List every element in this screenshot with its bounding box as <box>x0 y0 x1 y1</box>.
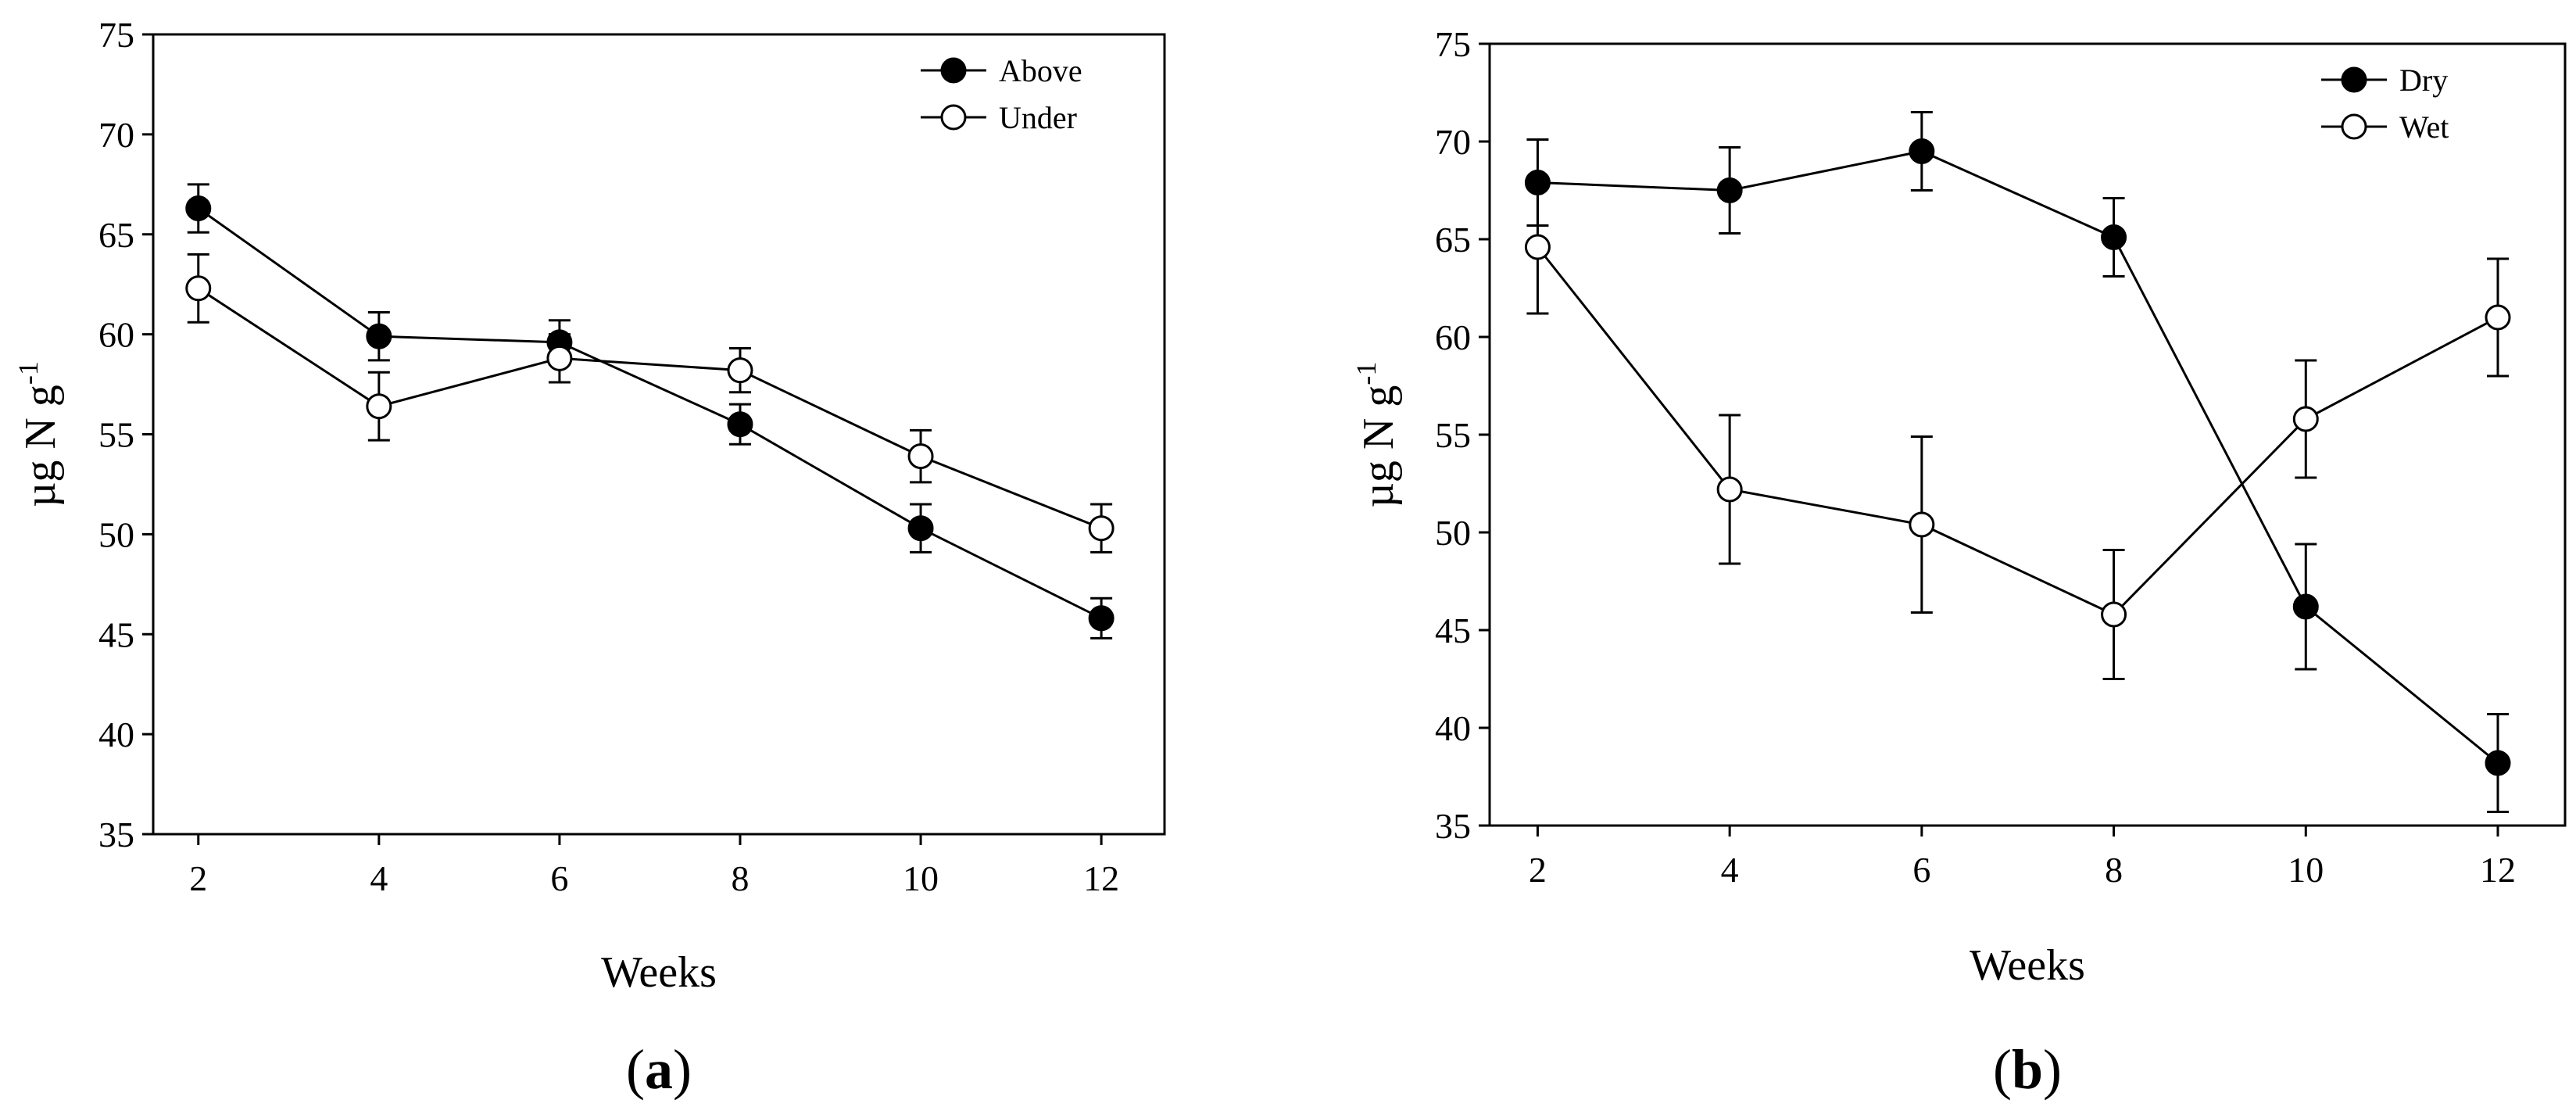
x-axis-label: Weeks <box>1970 941 2085 990</box>
y-axis-label-main: µg N g <box>16 385 65 507</box>
y-tick-label: 55 <box>98 415 134 455</box>
series-line-wet <box>1537 246 2499 616</box>
data-point-above <box>1088 605 1114 632</box>
legend-marker-above <box>940 57 967 84</box>
series-dry <box>1524 111 2511 813</box>
legend-marker-dry <box>2341 66 2367 93</box>
x-tick-label: 10 <box>903 858 939 898</box>
y-tick-label: 70 <box>98 115 134 155</box>
data-point-above <box>727 411 753 438</box>
y-tick-label: 55 <box>1435 415 1471 455</box>
series-above <box>185 183 1114 639</box>
data-point-under <box>1088 515 1114 542</box>
y-tick-label: 75 <box>1435 24 1471 64</box>
legend-marker-wet <box>2341 113 2367 140</box>
y-tick-label: 65 <box>98 215 134 255</box>
data-point-under <box>907 443 934 470</box>
y-tick-label: 75 <box>98 15 134 55</box>
panel-label: (a) <box>626 1038 692 1101</box>
data-point-wet <box>1716 476 1743 503</box>
y-axis-label-superscript: -1 <box>13 361 44 385</box>
panel-label: (b) <box>1993 1038 2062 1101</box>
legend-label: Under <box>999 100 1077 135</box>
y-tick-label: 35 <box>98 815 134 854</box>
data-point-under <box>727 357 753 384</box>
panel-label-letter: a <box>645 1038 673 1101</box>
x-tick-label: 8 <box>731 858 749 898</box>
y-tick-label: 35 <box>1435 806 1471 846</box>
y-tick-label: 40 <box>1435 708 1471 748</box>
data-point-under <box>366 393 392 420</box>
y-tick-label: 45 <box>98 614 134 654</box>
legend-label: Dry <box>2399 63 2448 98</box>
x-tick-label: 6 <box>1912 850 1930 890</box>
series-under <box>185 253 1114 554</box>
y-tick-label: 60 <box>98 315 134 355</box>
plot-frame <box>1488 42 2567 827</box>
data-point-dry <box>2292 593 2319 620</box>
x-tick-label: 6 <box>550 858 568 898</box>
y-tick-label: 40 <box>98 715 134 754</box>
x-tick-label: 8 <box>2105 850 2123 890</box>
y-tick-label: 50 <box>98 514 134 554</box>
data-point-dry <box>1716 177 1743 203</box>
data-point-dry <box>1909 138 1935 164</box>
x-tick-label: 2 <box>1529 850 1547 890</box>
y-axis-label: µg N g-1 <box>1351 362 1403 508</box>
series-line-above <box>197 207 1102 620</box>
y-axis-label: µg N g-1 <box>13 361 65 507</box>
data-point-wet <box>2101 601 2127 628</box>
y-axis-label-superscript: -1 <box>1351 362 1382 385</box>
data-point-wet <box>1909 511 1935 538</box>
data-point-above <box>366 323 392 349</box>
x-tick-label: 4 <box>370 858 388 898</box>
y-tick-label: 50 <box>1435 513 1471 553</box>
x-tick-label: 4 <box>1721 850 1739 890</box>
data-point-wet <box>2485 304 2511 331</box>
legend-label: Above <box>999 53 1082 88</box>
series-line-dry <box>1537 149 2499 765</box>
data-point-above <box>185 195 212 222</box>
data-point-dry <box>2485 750 2511 776</box>
data-point-under <box>546 345 573 371</box>
legend-label: Wet <box>2399 109 2449 145</box>
chart-panel-b: 35 40 45 50 55 60 65 70 75 2 4 6 8 10 12 Weeks µg N g-1 D… <box>1351 24 2567 1101</box>
data-point-wet <box>1524 234 1551 260</box>
x-tick-label: 12 <box>2480 850 2516 890</box>
chart-panel-a: 35 40 45 50 55 60 65 70 75 2 4 6 8 10 12 Weeks µg N g-1 A… <box>13 15 1166 1101</box>
plot-frame <box>152 33 1166 836</box>
y-tick-label: 70 <box>1435 122 1471 162</box>
y-tick-label: 65 <box>1435 220 1471 260</box>
y-tick-label: 60 <box>1435 317 1471 357</box>
panel-label-letter: b <box>2012 1038 2043 1101</box>
data-point-above <box>907 515 934 542</box>
series-line-under <box>197 287 1102 530</box>
x-tick-label: 2 <box>189 858 207 898</box>
data-point-under <box>185 275 212 302</box>
x-axis-label: Weeks <box>601 948 717 997</box>
legend-marker-under <box>940 104 967 131</box>
series-wet <box>1524 179 2511 680</box>
data-point-wet <box>2292 406 2319 432</box>
data-point-dry <box>2101 224 2127 250</box>
y-tick-label: 45 <box>1435 611 1471 650</box>
x-tick-label: 10 <box>2288 850 2324 890</box>
y-axis-label-main: µg N g <box>1354 385 1403 508</box>
x-tick-label: 12 <box>1083 858 1119 898</box>
